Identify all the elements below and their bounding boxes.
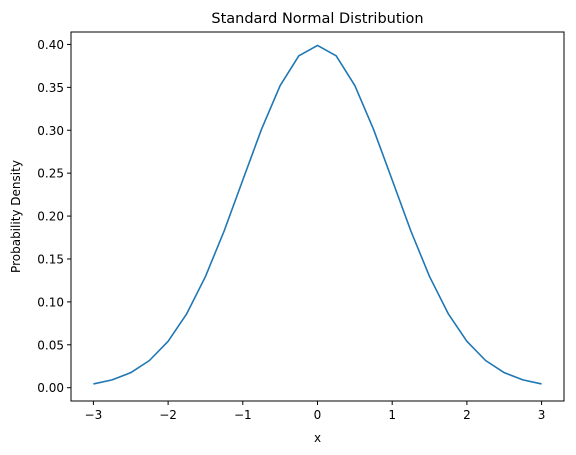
chart-title: Standard Normal Distribution <box>211 11 423 27</box>
plot-area <box>93 44 542 385</box>
x-tick-label: 2 <box>463 408 471 422</box>
y-axis-label: Probability Density <box>9 160 23 273</box>
y-tick-label: 0.05 <box>37 338 64 352</box>
y-tick-label: 0.30 <box>37 124 64 138</box>
y-axis: 0.00 0.05 0.10 0.15 0.20 0.25 0.30 0.35 0.40 <box>37 38 71 395</box>
y-tick-label: 0.20 <box>37 210 64 224</box>
y-tick-label: 0.10 <box>37 295 64 309</box>
x-tick-label: 1 <box>388 408 396 422</box>
y-tick-label: 0.35 <box>37 81 64 95</box>
series-line <box>93 44 542 385</box>
x-tick-label: −1 <box>234 408 252 422</box>
y-tick-label: 0.15 <box>37 252 64 266</box>
x-axis-label: x <box>314 431 321 445</box>
x-tick-label: −3 <box>85 408 103 422</box>
y-tick-label: 0.00 <box>37 381 64 395</box>
y-tick-label: 0.25 <box>37 167 64 181</box>
x-axis: −3 −2 −1 0 1 2 3 <box>85 401 546 422</box>
x-tick-label: 0 <box>314 408 322 422</box>
x-tick-label: −2 <box>159 408 177 422</box>
x-tick-label: 3 <box>538 408 546 422</box>
y-tick-label: 0.40 <box>37 38 64 52</box>
axes-frame <box>70 31 565 402</box>
